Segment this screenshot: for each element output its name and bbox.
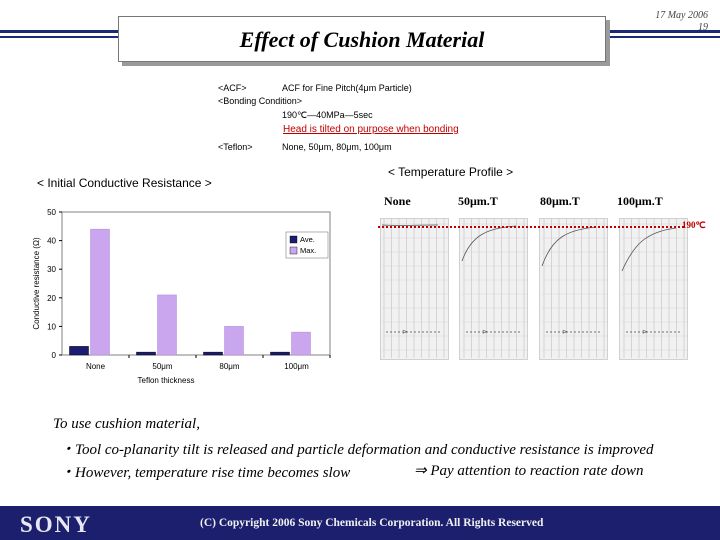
profile-col-50: 50μm.T — [458, 194, 498, 208]
x-axis-label: Teflon thickness — [138, 376, 195, 385]
curve-50 — [461, 225, 517, 262]
temp-190-line — [378, 226, 684, 228]
curve-80 — [541, 226, 597, 267]
bar-max-3 — [291, 331, 311, 356]
x-tick-label: 100μm — [284, 362, 309, 371]
legend-label-1: Max. — [300, 246, 316, 255]
page-title: Effect of Cushion Material — [239, 27, 485, 52]
marker-80: > — [562, 328, 568, 336]
date-block: 17 May 2006 19 — [655, 10, 708, 34]
profile-col-none: None — [384, 194, 411, 208]
bar-ave-2 — [203, 351, 223, 356]
marker-none: > — [402, 328, 408, 336]
conclusion-line-3-right: ⇒ Pay attention to reaction rate down — [414, 463, 644, 479]
legend-swatch-1 — [289, 246, 298, 255]
conclusion-line-2: ・Tool co-planarity tilt is released and … — [60, 442, 654, 458]
y-tick-label: 50 — [47, 208, 56, 217]
acf-value: ACF for Fine Pitch(4μm Particle) — [282, 83, 412, 93]
x-tick-label: 80μm — [219, 362, 240, 371]
resistance-chart: 0 10 20 30 40 50 Conductive resistance (Ω) None… — [32, 208, 331, 385]
profile-markers: > > > > — [402, 328, 648, 336]
temp-190-label: 190℃ — [682, 220, 706, 230]
legend-swatch-0 — [289, 235, 298, 244]
bar-ave-3 — [270, 351, 290, 356]
legend-label-0: Ave. — [300, 235, 315, 244]
bar-max-1 — [157, 294, 177, 356]
y-tick-label: 30 — [47, 265, 56, 274]
footer-bar: SONY (C) Copyright 2006 Sony Chemicals C… — [0, 506, 720, 540]
resistance-heading: < Initial Conductive Resistance > — [37, 176, 212, 190]
tilt-note: Head is tilted on purpose when bonding — [283, 124, 459, 135]
sony-logo: SONY — [20, 512, 92, 537]
page-number: 19 — [698, 22, 708, 33]
bar-max-0 — [90, 228, 110, 356]
y-tick-label: 20 — [47, 294, 56, 303]
teflon-label: <Teflon> — [218, 142, 253, 152]
profile-gridlines — [382, 219, 688, 358]
acf-label: <ACF> — [218, 83, 247, 93]
copyright: (C) Copyright 2006 Sony Chemicals Corpor… — [200, 517, 544, 529]
bar-max-2 — [224, 326, 244, 356]
marker-50: > — [482, 328, 488, 336]
y-tick-label: 40 — [47, 237, 56, 246]
title-box: Effect of Cushion Material — [118, 16, 606, 62]
profile-overlay: > > > > — [381, 219, 688, 358]
conclusion-line-3: ・However, temperature rise time becomes … — [60, 465, 351, 481]
teflon-value: None, 50μm, 80μm, 100μm — [282, 142, 392, 152]
temperature-heading: < Temperature Profile > — [388, 165, 514, 179]
marker-100: > — [642, 328, 648, 336]
bonding-value: 190℃—40MPa—5sec — [282, 110, 373, 120]
y-axis-label: Conductive resistance (Ω) — [32, 237, 41, 330]
x-tick-label: None — [86, 362, 106, 371]
bar-ave-1 — [136, 351, 156, 356]
conclusion-line-1: To use cushion material, — [53, 416, 200, 432]
x-tick-label: 50μm — [152, 362, 173, 371]
bar-ave-0 — [69, 346, 89, 356]
profile-curves — [381, 224, 677, 272]
profile-col-80: 80μm.T — [540, 194, 580, 208]
bonding-label: <Bonding Condition> — [218, 96, 303, 106]
y-tick-label: 0 — [52, 351, 57, 360]
date: 17 May 2006 — [655, 10, 708, 21]
profile-col-100: 100μm.T — [617, 194, 663, 208]
y-tick-label: 10 — [47, 322, 56, 331]
curve-100 — [621, 227, 677, 272]
